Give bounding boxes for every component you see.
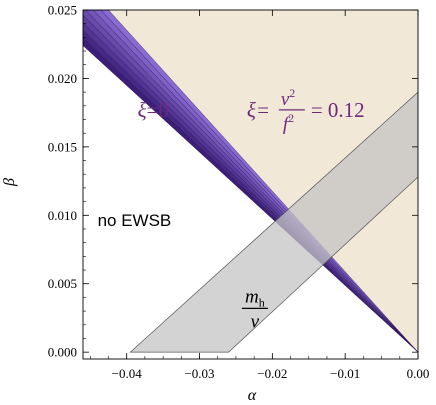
y-tick-label: 0.025 [48,3,77,18]
y-tick-label: 0.015 [48,139,77,154]
x-tick-label: −0.04 [112,366,143,381]
annotation-mh-numerator: mh [245,286,265,309]
annotation-mh-numerator-sub: h [259,295,265,309]
annotation-mh-numerator-base: m [245,286,259,307]
y-tick-label: 0.005 [48,276,77,291]
xi-band-layer [100,10,418,353]
annotation-xi-numerator-exp: 2 [289,86,295,100]
y-tick-label: 0.000 [48,345,77,360]
y-axis: 0.000 0.005 0.010 0.015 0.020 0.025 [48,3,418,360]
y-tick-label: 0.010 [48,208,77,223]
regions-layer [83,10,418,353]
annotation-xi-value: ξ= v2 f2 = 0.12 [247,86,365,135]
annotation-xi-denominator-base: f [283,114,291,135]
y-tick-label: 0.020 [48,71,77,86]
x-axis-title: α [248,387,257,404]
annotation-xi-numerator-base: v [281,89,290,110]
x-tick-label: 0.00 [407,366,430,381]
annotation-xi-zero-value: =0 [147,98,169,122]
annotation-xi-zero: ξ=0 [138,98,169,122]
mh-band-region [129,91,418,353]
annotation-no-ewsb: no EWSB [98,211,172,230]
x-tick-label: −0.01 [330,366,360,381]
annotation-xi-value-prefix: ξ= [247,98,270,122]
annotation-mh-denominator: v [251,311,260,332]
annotation-xi-numerator: v2 [281,86,295,110]
annotation-xi-value-suffix: = 0.12 [311,98,365,122]
annotation-xi-zero-symbol: ξ [138,98,147,122]
x-tick-label: −0.02 [257,366,287,381]
x-tick-label: −0.03 [184,366,214,381]
annotation-mh-over-v: mh v [241,286,268,332]
y-axis-title: β [1,178,18,187]
xi-band [83,10,418,353]
annotation-xi-denominator: f2 [283,111,294,135]
annotation-xi-denominator-exp: 2 [288,111,294,125]
plot-frame [82,9,419,360]
x-axis: −0.04 −0.03 −0.02 −0.01 0.00 [89,10,430,381]
